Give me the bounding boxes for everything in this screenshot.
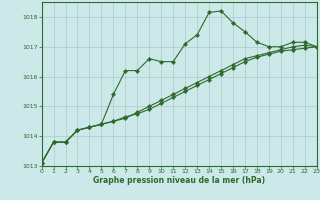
X-axis label: Graphe pression niveau de la mer (hPa): Graphe pression niveau de la mer (hPa) — [93, 176, 265, 185]
